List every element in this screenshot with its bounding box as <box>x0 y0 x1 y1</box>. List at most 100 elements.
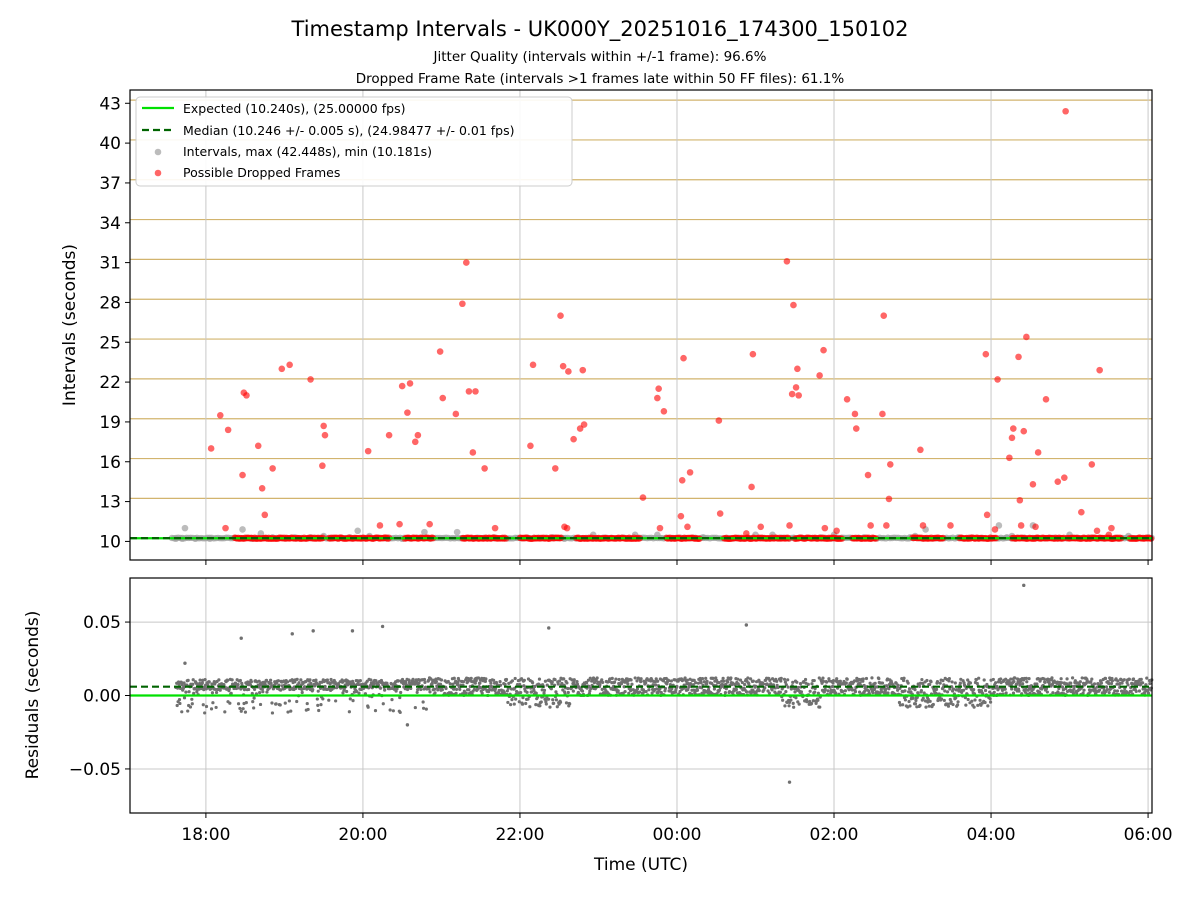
residual-point <box>654 677 658 681</box>
y-tick-label: 25 <box>99 333 121 353</box>
residual-point <box>948 687 952 691</box>
residual-point <box>369 678 373 682</box>
residual-point <box>927 704 931 708</box>
residual-point <box>920 677 924 682</box>
residual-point <box>712 687 717 691</box>
residual-point <box>1125 680 1129 685</box>
dropped-frame-point <box>743 530 750 537</box>
dropped-frame-point <box>794 365 801 373</box>
residual-point <box>467 688 471 692</box>
residual-outlier-point <box>350 629 355 633</box>
residual-point <box>258 690 262 695</box>
residual-point <box>795 680 799 684</box>
residual-point <box>349 682 353 686</box>
residual-point <box>209 707 214 711</box>
residual-point <box>457 678 461 682</box>
residual-point <box>714 676 718 680</box>
residual-point <box>270 711 275 715</box>
residual-point <box>295 699 299 704</box>
residual-point <box>935 680 940 684</box>
residual-point <box>897 700 902 705</box>
intervals-y-ticks: 10 13 16 19 22 25 28 31 34 37 40 43 <box>99 94 130 552</box>
residual-point <box>533 684 537 689</box>
residual-point <box>678 689 682 694</box>
residual-point <box>1107 690 1111 695</box>
dropped-frame-point <box>1042 396 1050 403</box>
residual-point <box>768 678 772 682</box>
residual-point <box>791 701 795 705</box>
residual-point <box>494 680 499 685</box>
dropped-frame-point <box>261 511 269 519</box>
residual-point <box>988 697 992 701</box>
residual-point <box>519 677 524 681</box>
residual-point <box>250 691 254 696</box>
residual-point <box>838 679 842 683</box>
residual-point <box>180 710 184 714</box>
legend-dropped-label: Possible Dropped Frames <box>183 165 340 180</box>
residual-point <box>845 677 849 681</box>
residual-point <box>321 697 325 701</box>
residual-point <box>757 689 761 693</box>
dropped-frame-point <box>396 520 403 528</box>
residual-point <box>286 710 290 714</box>
residual-point <box>885 684 889 688</box>
residual-point <box>1071 691 1076 695</box>
y-tick-label: 31 <box>99 254 121 274</box>
residual-point <box>994 681 998 685</box>
residual-point <box>427 687 431 691</box>
residual-point <box>729 676 733 680</box>
residual-point <box>630 682 634 686</box>
residual-point <box>779 676 783 680</box>
residual-point <box>448 682 452 686</box>
residual-point <box>210 682 214 686</box>
residual-point <box>826 689 830 693</box>
residual-point <box>779 679 783 683</box>
residual-point <box>478 681 482 685</box>
residual-point <box>308 678 312 682</box>
residual-point <box>857 690 862 694</box>
residual-point <box>347 710 351 714</box>
residual-point <box>1004 691 1008 695</box>
residual-point <box>918 703 922 707</box>
intervals-x-ticks <box>205 560 1149 565</box>
residual-point <box>884 687 888 691</box>
residual-point <box>902 676 906 680</box>
residual-point <box>562 677 566 681</box>
dropped-frame-point <box>677 512 685 520</box>
residual-point <box>810 682 814 686</box>
residual-point <box>761 682 766 686</box>
dropped-frame-point <box>551 465 559 472</box>
residual-point <box>1070 676 1075 680</box>
residual-point <box>373 709 378 713</box>
residual-point <box>483 679 488 683</box>
residual-point <box>436 688 440 692</box>
residual-point <box>886 691 890 695</box>
residual-outlier-point <box>405 723 410 727</box>
residual-point <box>686 688 690 692</box>
residual-point <box>243 710 248 714</box>
residual-point <box>959 677 963 681</box>
residual-point <box>230 678 234 682</box>
residual-point <box>698 676 702 681</box>
dropped-frame-point <box>243 392 250 399</box>
residual-point <box>213 687 217 691</box>
intervals-panel: 10 13 16 19 22 25 28 31 34 37 40 43 Intervals (seco… <box>60 89 1155 565</box>
residual-point <box>419 687 423 692</box>
dropped-frame-point <box>465 388 473 395</box>
residual-point <box>1082 688 1086 692</box>
residual-point <box>1089 680 1093 684</box>
residual-point <box>806 682 810 687</box>
residual-point <box>823 687 827 691</box>
residual-point <box>746 676 750 680</box>
residual-point <box>982 678 986 682</box>
residual-point <box>238 678 242 683</box>
residual-point <box>177 698 182 702</box>
residual-point <box>323 684 327 689</box>
residual-point <box>229 691 233 696</box>
dropped-frame-point <box>684 523 691 531</box>
residual-point <box>473 681 477 685</box>
dropped-frame-point <box>851 410 859 418</box>
residual-point <box>566 686 570 691</box>
residual-point <box>236 702 241 706</box>
residual-point <box>506 700 510 705</box>
